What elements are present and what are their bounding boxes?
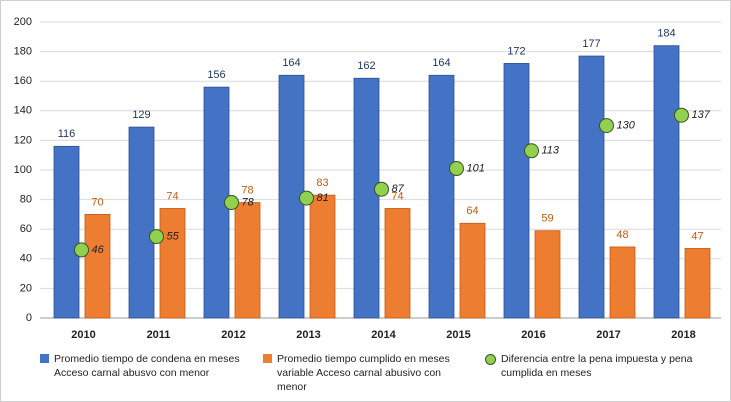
bar	[128, 126, 155, 319]
data-label: 156	[207, 69, 225, 81]
y-tick-label: 140	[14, 105, 32, 117]
data-label: 78	[241, 184, 253, 196]
data-label: 184	[657, 28, 675, 40]
data-label: 164	[282, 57, 300, 69]
point	[449, 161, 464, 177]
x-tick-label: 2010	[71, 329, 95, 341]
legend-item: Promedio tiempo cumplido en meses variab…	[263, 352, 463, 394]
data-label: 70	[91, 196, 103, 208]
data-label: 172	[507, 45, 525, 57]
x-tick-label: 2012	[221, 329, 245, 341]
point	[224, 195, 239, 211]
bar	[309, 194, 336, 319]
x-tick-label: 2016	[521, 329, 545, 341]
x-tick-label: 2018	[671, 329, 695, 341]
point	[599, 118, 614, 134]
bar	[459, 222, 486, 319]
data-label: 177	[582, 38, 600, 50]
bar	[353, 77, 380, 319]
legend-label: Diferencia entre la pena impuesta y pena…	[501, 353, 693, 379]
data-label: 129	[132, 109, 150, 121]
data-label: 164	[432, 57, 450, 69]
data-label: 83	[316, 177, 328, 189]
point	[149, 229, 164, 245]
data-label: 78	[242, 196, 255, 208]
y-tick-label: 0	[26, 312, 32, 324]
y-tick-label: 60	[20, 223, 32, 235]
bar	[684, 248, 711, 319]
y-tick-label: 120	[14, 134, 32, 146]
y-tick-label: 40	[20, 253, 32, 265]
y-tick-label: 160	[14, 75, 32, 87]
bar	[159, 208, 186, 319]
bar	[428, 74, 455, 319]
data-label: 101	[467, 162, 485, 174]
legend-swatch	[485, 354, 496, 365]
data-label: 162	[357, 60, 375, 72]
data-label: 130	[617, 120, 636, 132]
y-tick-label: 80	[20, 194, 32, 206]
y-tick-label: 180	[14, 46, 32, 58]
bar	[503, 63, 530, 319]
bar	[578, 55, 605, 319]
data-label: 74	[391, 190, 403, 202]
y-tick-label: 100	[14, 164, 32, 176]
bar	[384, 208, 411, 319]
y-tick-label: 20	[20, 282, 32, 294]
y-tick-label: 200	[14, 16, 32, 28]
legend-item: Diferencia entre la pena impuesta y pena…	[485, 352, 705, 380]
bar	[53, 145, 80, 319]
legend-swatch	[40, 354, 49, 363]
x-tick-label: 2013	[296, 329, 320, 341]
point	[374, 181, 389, 197]
data-label: 81	[317, 192, 329, 204]
data-label: 113	[542, 145, 560, 157]
data-label: 46	[92, 244, 105, 256]
data-label: 55	[167, 231, 180, 243]
legend-item: Promedio tiempo de condena en meses Acce…	[40, 352, 240, 380]
legend-label: Promedio tiempo de condena en meses Acce…	[54, 353, 240, 379]
bar	[609, 246, 636, 319]
bar	[653, 45, 680, 319]
bar	[534, 230, 561, 319]
point	[524, 143, 539, 159]
data-label: 47	[691, 230, 703, 242]
data-label: 116	[58, 128, 76, 140]
x-tick-label: 2011	[147, 329, 171, 341]
legend-swatch	[263, 354, 272, 363]
point	[299, 190, 314, 206]
x-tick-label: 2017	[596, 329, 620, 341]
bar	[234, 202, 261, 319]
legend-label: Promedio tiempo cumplido en meses variab…	[277, 353, 450, 393]
data-label: 59	[541, 213, 553, 225]
data-label: 48	[616, 229, 628, 241]
point	[74, 242, 89, 258]
bar	[84, 213, 111, 319]
point	[674, 107, 689, 123]
x-tick-label: 2015	[446, 329, 470, 341]
data-label: 137	[692, 109, 711, 121]
data-label: 64	[466, 205, 478, 217]
data-label: 87	[392, 183, 405, 195]
data-label: 74	[166, 190, 178, 202]
x-tick-label: 2014	[371, 329, 396, 341]
